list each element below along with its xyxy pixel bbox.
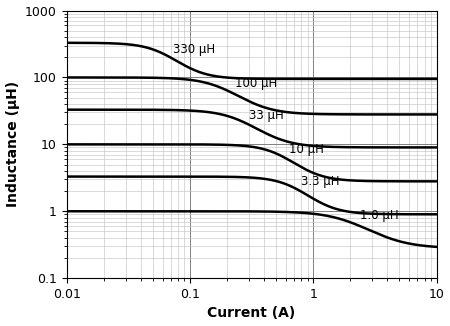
X-axis label: Current (A): Current (A) bbox=[207, 306, 296, 320]
Text: 1.0 μH: 1.0 μH bbox=[360, 209, 399, 222]
Text: 330 μH: 330 μH bbox=[173, 43, 215, 56]
Text: 10 μH: 10 μH bbox=[288, 143, 324, 156]
Text: 3.3 μH: 3.3 μH bbox=[302, 175, 340, 188]
Text: 33 μH: 33 μH bbox=[249, 109, 284, 122]
Y-axis label: Inductance (μH): Inductance (μH) bbox=[5, 81, 19, 207]
Text: 100 μH: 100 μH bbox=[234, 77, 277, 90]
